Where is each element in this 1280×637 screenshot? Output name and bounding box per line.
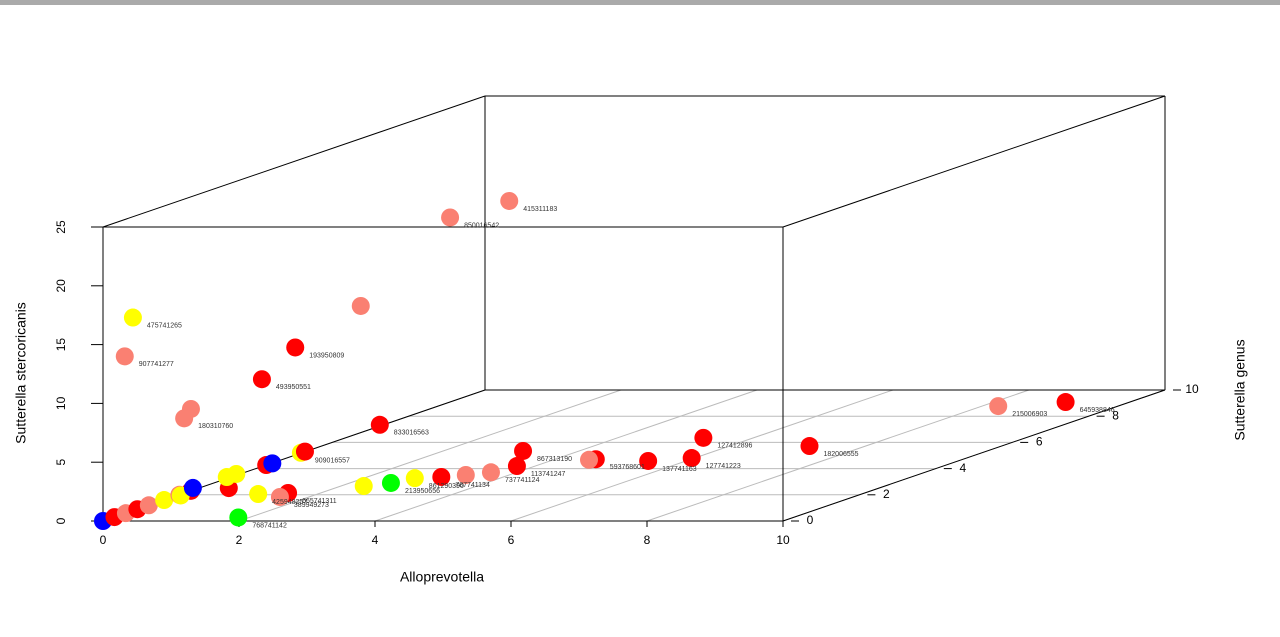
x-tick-label: 8 <box>644 533 651 547</box>
point <box>989 397 1008 416</box>
point-label: 475741265 <box>147 322 182 329</box>
point-label: 127741223 <box>706 463 741 470</box>
point <box>381 473 400 492</box>
point <box>263 454 282 473</box>
point <box>229 508 248 527</box>
point <box>115 347 134 366</box>
point <box>351 296 370 315</box>
point-label: 665741311 <box>302 498 337 505</box>
point-label: 137741163 <box>662 466 697 473</box>
x-tick-label: 4 <box>372 533 379 547</box>
point-label: 389949273 <box>294 502 329 509</box>
point <box>500 191 519 210</box>
point-label: 645938846 <box>1080 407 1115 414</box>
point-label: 909016557 <box>315 458 350 465</box>
top-bar <box>0 0 1280 5</box>
z-axis-label: Sutterella stercoricanis <box>13 302 29 444</box>
point-label: 861290390 <box>429 483 464 490</box>
point-label: 768741142 <box>252 522 287 529</box>
point-label: 833016563 <box>394 430 429 437</box>
y-tick-label: 4 <box>959 461 966 475</box>
z-tick-label: 15 <box>54 338 68 352</box>
point <box>123 308 142 327</box>
x-tick-label: 10 <box>776 533 790 547</box>
point <box>580 450 598 469</box>
point <box>456 465 475 484</box>
point-label: 415311183 <box>523 206 557 213</box>
y-axis-label: Sutterella genus <box>1232 339 1248 440</box>
point <box>432 467 451 486</box>
point <box>514 441 533 460</box>
point-label: 425948257 <box>272 499 307 506</box>
point-label: 850016542 <box>464 222 499 229</box>
point <box>155 491 174 510</box>
point <box>507 457 526 476</box>
y-tick-label: 8 <box>1112 408 1119 422</box>
point-label: 127412896 <box>717 443 752 450</box>
point <box>405 469 424 488</box>
point <box>286 338 305 357</box>
z-tick-label: 20 <box>54 279 68 293</box>
grid-line <box>510 389 894 522</box>
point <box>252 370 271 389</box>
point-label: 113741247 <box>531 471 566 478</box>
point <box>139 496 158 515</box>
point-label: 867313190 <box>537 456 572 463</box>
point <box>481 463 500 482</box>
point <box>800 437 819 456</box>
point <box>1056 393 1075 412</box>
x-tick-label: 2 <box>236 533 243 547</box>
y-tick-label: 6 <box>1036 435 1043 449</box>
z-tick-label: 5 <box>54 459 68 466</box>
point <box>682 449 701 468</box>
box-edge <box>782 389 1166 522</box>
z-tick-label: 10 <box>54 396 68 410</box>
point-label: 907741277 <box>139 361 174 368</box>
z-tick-label: 25 <box>54 220 68 234</box>
box-edge <box>782 95 1166 228</box>
point-label: 193950809 <box>309 352 344 359</box>
y-tick-label: 2 <box>883 487 890 501</box>
point <box>183 478 202 497</box>
point <box>370 415 389 434</box>
z-tick-label: 0 <box>54 517 68 524</box>
point <box>354 477 373 496</box>
point-label: 787741134 <box>455 482 490 489</box>
point-label: 593768601 <box>610 464 645 471</box>
grid-line <box>374 389 758 522</box>
point <box>295 442 314 461</box>
point-label: 213950656 <box>405 488 440 495</box>
grid-line <box>238 389 622 522</box>
point <box>249 485 268 504</box>
point <box>270 487 289 506</box>
point <box>175 409 194 428</box>
y-tick-label: 10 <box>1185 382 1199 396</box>
x-tick-label: 6 <box>508 533 515 547</box>
y-tick-label: 0 <box>807 513 814 527</box>
point-label: 180310760 <box>198 423 233 430</box>
point-label: 493950551 <box>276 384 311 391</box>
point <box>441 208 460 227</box>
point-label: 215006903 <box>1012 411 1047 418</box>
box-edge <box>102 95 486 228</box>
point-label: 737741124 <box>505 477 540 484</box>
point <box>639 451 658 470</box>
point <box>694 428 713 447</box>
point-label: 182006555 <box>824 451 859 458</box>
x-axis-label: Alloprevotella <box>400 569 484 585</box>
grid-line <box>646 389 1030 522</box>
point <box>217 468 236 487</box>
x-tick-label: 0 <box>100 533 107 547</box>
